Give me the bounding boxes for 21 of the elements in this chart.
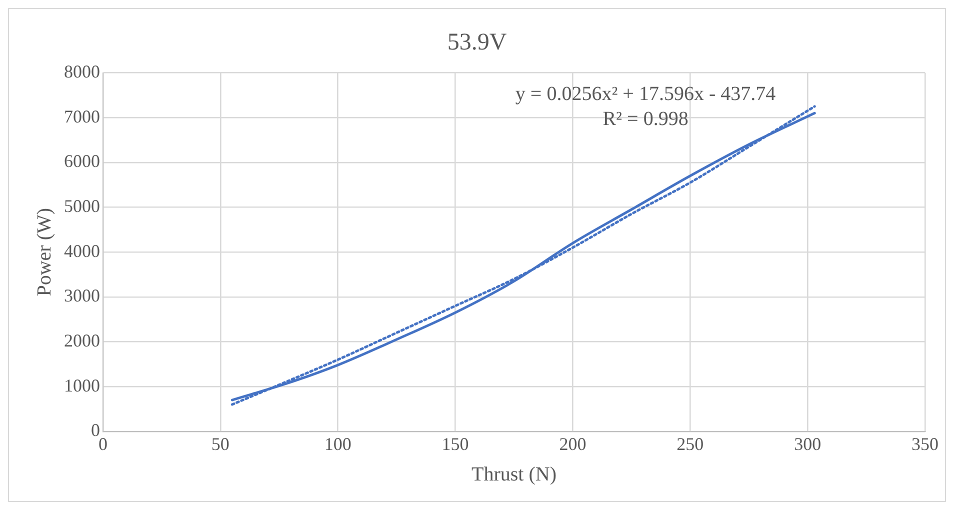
y-tick-label: 4000 — [64, 240, 100, 261]
annotation: y = 0.0256x² + 17.596x - 437.74 — [515, 83, 776, 106]
y-tick-label: 1000 — [64, 375, 100, 396]
x-tick-label: 300 — [794, 434, 822, 454]
x-tick-label: 350 — [912, 434, 938, 454]
x-tick-label: 250 — [676, 434, 704, 454]
y-tick-label: 7000 — [64, 106, 100, 126]
y-axis-title: Power (W) — [33, 208, 56, 296]
x-tick-label: 150 — [442, 434, 469, 454]
x-axis-title: Thrust (N) — [472, 463, 556, 486]
y-tick-label: 5000 — [64, 196, 100, 216]
y-tick-label: 3000 — [64, 286, 100, 306]
y-tick-label: 8000 — [64, 62, 100, 82]
x-tick-label: 100 — [324, 434, 352, 454]
x-tick-label: 50 — [211, 434, 230, 454]
y-tick-label: 0 — [91, 420, 100, 440]
annotation: R² = 0.998 — [602, 108, 688, 130]
y-tick-label: 6000 — [64, 151, 100, 172]
x-tick-label: 200 — [559, 434, 586, 454]
chart-title: 53.9V — [447, 30, 508, 56]
y-tick-label: 2000 — [64, 330, 100, 350]
